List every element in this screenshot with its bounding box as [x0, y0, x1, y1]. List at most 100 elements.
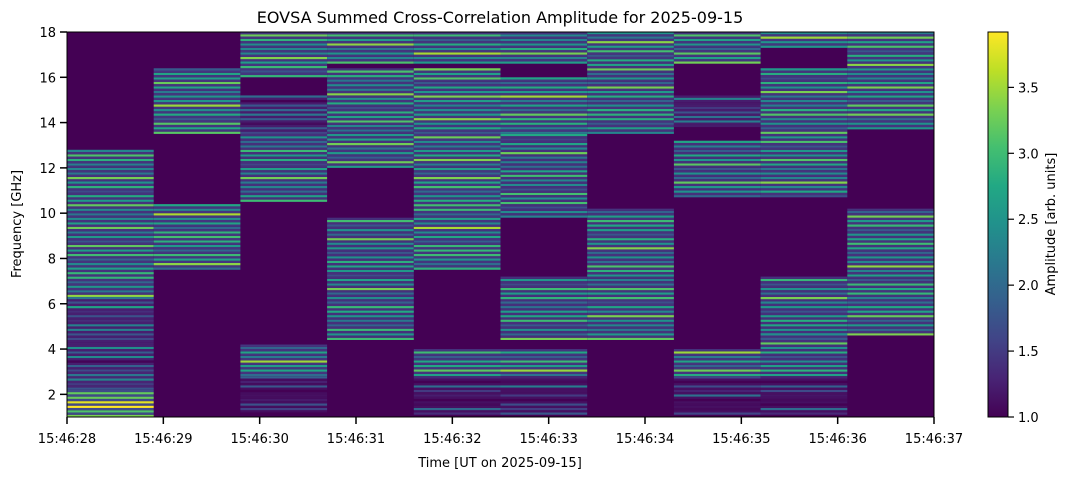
channel-stripe — [153, 231, 241, 234]
channel-stripe — [67, 208, 154, 211]
channel-stripe — [413, 190, 501, 193]
channel-stripe — [240, 392, 328, 395]
channel-stripe — [327, 50, 414, 53]
channel-stripe — [673, 355, 761, 359]
channel-stripe — [153, 217, 241, 220]
channel-stripe — [500, 355, 588, 359]
channel-stripe — [413, 133, 501, 137]
channel-stripe — [500, 378, 588, 381]
channel-stripe — [240, 140, 328, 143]
channel-stripe — [760, 398, 848, 402]
channel-stripe — [587, 86, 674, 89]
channel-stripe — [153, 102, 241, 105]
channel-stripe — [240, 398, 328, 402]
channel-stripe — [240, 70, 328, 73]
channel-stripe — [413, 412, 501, 415]
channel-stripe — [413, 84, 501, 87]
channel-stripe — [67, 414, 154, 417]
frequency-band — [673, 95, 761, 128]
channel-stripe — [413, 389, 501, 393]
channel-stripe — [673, 369, 761, 372]
channel-stripe — [327, 90, 414, 94]
channel-stripe — [587, 281, 674, 284]
channel-stripe — [67, 407, 154, 411]
channel-stripe — [413, 263, 501, 266]
channel-stripe — [240, 54, 328, 57]
channel-stripe — [760, 312, 848, 316]
channel-stripe — [67, 149, 154, 153]
channel-stripe — [67, 256, 154, 259]
channel-stripe — [413, 217, 501, 220]
channel-stripe — [673, 360, 761, 363]
channel-stripe — [413, 260, 501, 263]
channel-stripe — [67, 306, 154, 309]
channel-stripe — [587, 285, 674, 288]
channel-stripe — [587, 269, 674, 273]
channel-stripe — [413, 385, 501, 388]
channel-stripe — [67, 340, 154, 343]
channel-stripe — [847, 97, 934, 100]
channel-stripe — [413, 358, 501, 361]
channel-stripe — [500, 156, 588, 159]
channel-stripe — [587, 287, 674, 291]
channel-stripe — [67, 326, 154, 329]
y-tick-label: 10 — [39, 207, 56, 222]
channel-stripe — [760, 396, 848, 399]
channel-stripe — [413, 201, 501, 205]
channel-stripe — [847, 256, 934, 259]
channel-stripe — [587, 242, 674, 245]
channel-stripe — [673, 140, 761, 143]
channel-stripe — [500, 52, 588, 55]
channel-stripe — [240, 410, 328, 413]
channel-stripe — [67, 206, 154, 209]
channel-stripe — [587, 54, 674, 57]
channel-stripe — [413, 156, 501, 159]
channel-stripe — [327, 127, 414, 130]
channel-stripe — [240, 136, 328, 139]
channel-stripe — [847, 258, 934, 261]
channel-stripe — [413, 407, 501, 411]
channel-stripe — [500, 102, 588, 105]
channel-stripe — [67, 210, 154, 214]
channel-stripe — [67, 192, 154, 196]
channel-stripe — [413, 186, 501, 189]
channel-stripe — [413, 213, 501, 216]
channel-stripe — [760, 129, 848, 132]
colorbar-tick-label: 2.0 — [1018, 279, 1039, 294]
channel-stripe — [327, 84, 414, 87]
channel-stripe — [413, 235, 501, 239]
channel-stripe — [587, 75, 674, 78]
channel-stripe — [240, 373, 328, 377]
channel-stripe — [327, 251, 414, 254]
channel-stripe — [760, 154, 848, 157]
channel-stripe — [760, 86, 848, 89]
channel-stripe — [760, 38, 848, 42]
channel-stripe — [67, 217, 154, 220]
channel-stripe — [587, 267, 674, 270]
channel-stripe — [760, 369, 848, 372]
frequency-band — [240, 344, 328, 377]
channel-stripe — [500, 179, 588, 182]
channel-stripe — [587, 306, 674, 309]
channel-stripe — [153, 249, 241, 252]
channel-stripe — [847, 224, 934, 227]
channel-stripe — [327, 263, 414, 266]
channel-stripe — [500, 206, 588, 209]
channel-stripe — [67, 328, 154, 331]
channel-stripe — [240, 412, 328, 415]
channel-stripe — [673, 45, 761, 48]
channel-stripe — [500, 45, 588, 48]
channel-stripe — [673, 50, 761, 53]
channel-stripe — [240, 163, 328, 166]
channel-stripe — [240, 355, 328, 359]
channel-stripe — [673, 405, 761, 408]
channel-stripe — [67, 319, 154, 322]
channel-stripe — [587, 124, 674, 128]
channel-stripe — [413, 158, 501, 162]
channel-stripe — [847, 290, 934, 293]
channel-stripe — [587, 319, 674, 322]
channel-stripe — [587, 333, 674, 336]
channel-stripe — [153, 113, 241, 116]
channel-stripe — [760, 109, 848, 112]
